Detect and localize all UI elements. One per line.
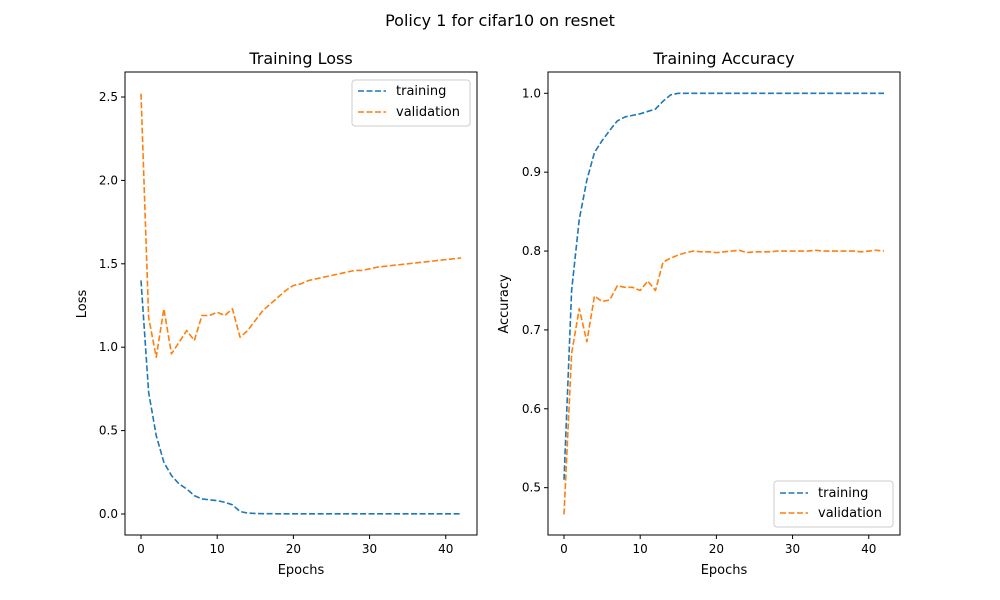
loss-tick-group: 0 10 20 30 40 0.0 0.5 1.0 1.5 2.0 2.5 [99, 90, 453, 556]
accuracy-axes-frame [547, 71, 901, 536]
loss-axes-frame [124, 71, 478, 536]
accuracy-legend-label-validation: validation [818, 506, 882, 521]
accuracy-y-tick-label: 0.6 [522, 402, 541, 416]
accuracy-tick-group: 0 10 20 30 40 0.5 0.6 0.7 0.8 0.9 1.0 [522, 86, 876, 556]
accuracy-y-axis-label: Accuracy [497, 274, 512, 334]
loss-x-tick-label: 10 [210, 542, 225, 556]
accuracy-legend-label-training: training [818, 486, 868, 501]
loss-y-tick-label: 0.5 [99, 424, 118, 438]
accuracy-x-tick-label: 20 [709, 542, 724, 556]
loss-series-line-validation [140, 93, 462, 359]
loss-x-tick-label: 0 [137, 542, 145, 556]
accuracy-panel-title: Training Accuracy [652, 49, 794, 68]
accuracy-y-tick-label: 0.7 [522, 323, 541, 337]
accuracy-y-tick-label: 1.0 [522, 86, 541, 100]
accuracy-y-tick-label: 0.8 [522, 244, 541, 258]
accuracy-x-tick-label: 40 [861, 542, 876, 556]
loss-legend-label-training: training [396, 84, 446, 99]
accuracy-line-group [563, 92, 885, 515]
loss-x-tick-label: 30 [362, 542, 377, 556]
accuracy-series-line-training [563, 92, 884, 480]
accuracy-y-tick-label: 0.5 [522, 481, 541, 495]
loss-x-axis-label: Epochs [278, 563, 325, 578]
loss-legend-label-validation: validation [396, 105, 460, 120]
loss-y-axis-label: Loss [75, 290, 90, 319]
accuracy-x-tick-label: 30 [785, 542, 800, 556]
loss-y-tick-label: 0.0 [99, 507, 118, 521]
accuracy-y-tick-label: 0.9 [522, 165, 541, 179]
loss-legend: training validation [351, 79, 471, 127]
loss-series-line-training [140, 280, 461, 515]
loss-x-tick-label: 40 [438, 542, 453, 556]
accuracy-x-tick-label: 10 [633, 542, 648, 556]
loss-y-tick-label: 1.5 [99, 257, 118, 271]
loss-x-tick-label: 20 [286, 542, 301, 556]
loss-y-tick-label: 2.5 [99, 90, 118, 104]
loss-line-group [140, 93, 462, 515]
accuracy-legend: training validation [773, 480, 894, 528]
accuracy-x-tick-label: 0 [560, 542, 568, 556]
figure-suptitle: Policy 1 for cifar10 on resnet [385, 11, 615, 30]
accuracy-series-line-validation [563, 249, 885, 515]
accuracy-legend-box [773, 480, 894, 528]
loss-y-tick-label: 1.0 [99, 340, 118, 354]
loss-panel-title: Training Loss [248, 49, 352, 68]
accuracy-panel: Training Accuracy Epochs Accuracy 0 10 20 3… [497, 49, 901, 578]
accuracy-x-axis-label: Epochs [701, 563, 748, 578]
loss-panel: Training Loss Epochs Loss 0 10 20 30 40 0.0 0.… [75, 49, 478, 578]
loss-y-tick-label: 2.0 [99, 173, 118, 187]
loss-legend-box [351, 79, 471, 127]
